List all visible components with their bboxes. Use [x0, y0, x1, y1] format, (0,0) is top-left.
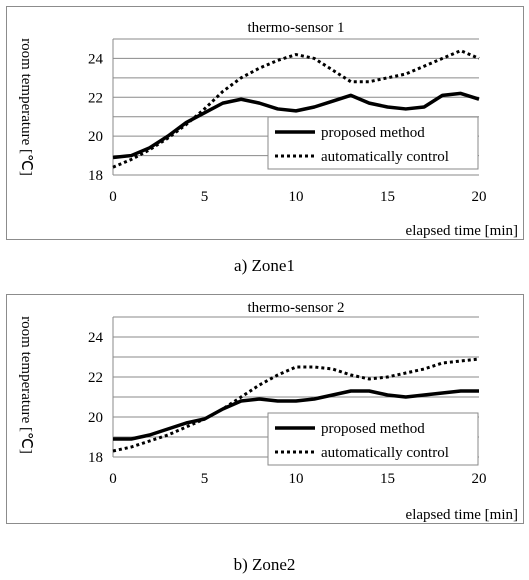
x-tick-label: 10: [289, 471, 304, 487]
figure-caption-zone2: b) Zone2: [233, 555, 296, 574]
legend-label: proposed method: [321, 125, 425, 141]
x-tick-label: 5: [201, 189, 209, 205]
chart-title: thermo-sensor 2: [247, 300, 344, 316]
y-tick-label: 24: [88, 330, 104, 346]
chart-zone1: thermo-sensor 1 18 20 22 24 0 5 10 15 20 elapsed t…: [18, 20, 518, 239]
x-axis-title: elapsed time [min]: [406, 223, 518, 239]
y-tick-label: 18: [88, 168, 103, 184]
x-tick-label: 10: [289, 189, 304, 205]
x-tick-label: 15: [380, 471, 395, 487]
x-tick-label: 0: [109, 189, 117, 205]
legend-label: proposed method: [321, 421, 425, 437]
y-axis-title: room temperature [℃]: [18, 38, 34, 176]
series-line-automatically-control: [112, 49, 480, 169]
legend-box: [267, 412, 479, 466]
chart-panel-zone2: thermo-sensor 2 18 20 22 24 0 5 10 15 20 elapsed t…: [6, 294, 524, 524]
x-axis-title: elapsed time [min]: [406, 507, 518, 523]
y-tick-label: 20: [88, 410, 103, 426]
x-tick-label: 0: [109, 471, 117, 487]
x-tick-label: 20: [472, 189, 487, 205]
legend-label: automatically control: [321, 149, 449, 165]
y-tick-label: 22: [88, 370, 103, 386]
y-tick-label: 22: [88, 90, 103, 106]
chart-title: thermo-sensor 1: [247, 20, 344, 36]
x-tick-label: 5: [201, 471, 209, 487]
chart-zone2: thermo-sensor 2 18 20 22 24 0 5 10 15 20 elapsed t…: [18, 300, 518, 523]
y-tick-label: 18: [88, 450, 103, 466]
x-tick-label: 15: [380, 189, 395, 205]
y-axis-title: room temperature [℃]: [18, 316, 34, 454]
series-line-proposed-method: [112, 91, 480, 160]
legend-label: automatically control: [321, 445, 449, 461]
series-line-proposed-method: [113, 389, 479, 441]
figure-caption-zone1: a) Zone1: [234, 256, 295, 275]
chart-panel-zone1: thermo-sensor 1 18 20 22 24 0 5 10 15 20 elapsed t…: [6, 6, 524, 240]
series-line-automatically-control: [112, 357, 480, 453]
x-tick-label: 20: [472, 471, 487, 487]
legend-box: [267, 116, 479, 170]
y-tick-label: 24: [88, 51, 104, 67]
y-tick-label: 20: [88, 129, 103, 145]
